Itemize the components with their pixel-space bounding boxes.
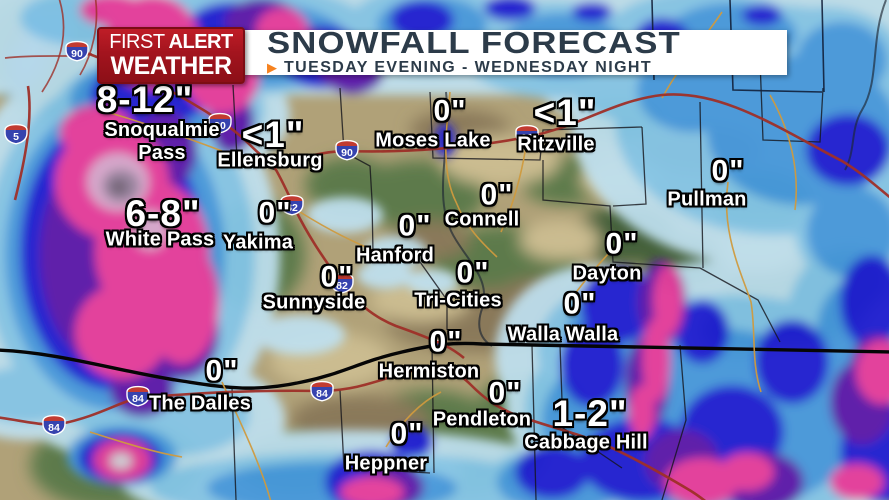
city-name: Heppner xyxy=(344,452,428,475)
snow-amount: 8-12" xyxy=(96,79,194,121)
snow-amount: 0" xyxy=(320,260,354,294)
route-number: 82 xyxy=(433,345,441,352)
title-banner: SNOWFALL FORECAST ▶ TUESDAY EVENING - WE… xyxy=(241,27,787,77)
city-name: The Dalles xyxy=(148,392,252,415)
route-number: 90 xyxy=(341,147,353,159)
interstate-shield-icon: 5 xyxy=(4,123,28,145)
route-number: 5 xyxy=(13,131,19,143)
snow-amount: 0" xyxy=(456,256,490,290)
city-name: Ritzville xyxy=(517,133,595,156)
city-name: Sunnyside xyxy=(262,291,366,314)
interstate-shield-icon: 84 xyxy=(310,380,334,402)
logo-line-1: FIRST ALERT xyxy=(109,31,234,53)
snow-amount: 0" xyxy=(488,376,522,410)
snow-amount: 0" xyxy=(258,196,292,230)
route-number: 82 xyxy=(286,202,298,214)
banner-subtitle: TUESDAY EVENING - WEDNESDAY NIGHT xyxy=(284,58,653,76)
city-name: Moses Lake xyxy=(375,129,491,152)
city-name: Hermiston xyxy=(378,360,480,383)
play-arrow-icon: ▶ xyxy=(267,60,277,76)
interstate-shield-icon: 90 xyxy=(208,112,232,134)
city-name: Walla Walla xyxy=(507,323,619,346)
logo-text-alert: ALERT xyxy=(168,31,234,53)
city-name: Connell xyxy=(444,208,520,231)
city-name: Yakima xyxy=(222,231,294,254)
route-number: 90 xyxy=(71,48,83,60)
route-number: 82 xyxy=(336,280,348,292)
snow-amount: <1" xyxy=(533,92,597,134)
city-name: Cabbage Hill xyxy=(524,431,648,454)
snow-amount: 0" xyxy=(205,354,239,388)
interstate-shield-icon: 90 xyxy=(65,40,89,62)
city-name: Dayton xyxy=(572,262,642,285)
snow-amount: 0" xyxy=(398,209,432,243)
interstate-shield-icon: 82 xyxy=(429,339,445,353)
interstate-shield-icon: 90 xyxy=(515,124,539,146)
city-name: Hanford xyxy=(355,244,435,267)
snow-amount: 0" xyxy=(433,94,467,128)
snow-amount: 0" xyxy=(605,227,639,261)
snow-amount: 6-8" xyxy=(125,193,201,235)
snow-amount: 0" xyxy=(390,417,424,451)
interstate-shield-icon: 82 xyxy=(330,272,354,294)
snow-amount: 0" xyxy=(563,287,597,321)
interstate-shield-icon: 84 xyxy=(42,414,66,436)
snow-amount: 0" xyxy=(429,325,463,359)
route-number: 90 xyxy=(214,120,226,132)
interstate-shield-icon: 82 xyxy=(280,194,304,216)
city-name: Pendleton xyxy=(432,408,532,431)
banner-title: SNOWFALL FORECAST xyxy=(267,25,681,61)
snow-amount: 1-2" xyxy=(552,393,628,435)
city-name: Pullman xyxy=(667,188,747,211)
route-number: 84 xyxy=(48,422,60,434)
first-alert-weather-logo: FIRST ALERT WEATHER xyxy=(97,27,245,84)
route-number: 84 xyxy=(132,393,144,405)
logo-text-weather: WEATHER xyxy=(110,52,232,80)
city-name: Ellensburg xyxy=(217,149,323,172)
city-name: Snoqualmie Pass xyxy=(104,119,220,164)
logo-text-first: FIRST xyxy=(109,31,165,53)
banner-subtitle-row: ▶ TUESDAY EVENING - WEDNESDAY NIGHT xyxy=(267,59,787,77)
city-name: White Pass xyxy=(105,228,215,251)
interstate-shield-icon: 90 xyxy=(335,139,359,161)
snow-amount: <1" xyxy=(241,114,305,156)
city-name: Tri-Cities xyxy=(414,289,502,312)
route-number: 90 xyxy=(521,132,533,144)
snow-amount: 0" xyxy=(711,154,745,188)
snow-amount: 0" xyxy=(480,178,514,212)
route-number: 84 xyxy=(316,388,328,400)
interstate-shield-icon: 84 xyxy=(126,385,150,407)
